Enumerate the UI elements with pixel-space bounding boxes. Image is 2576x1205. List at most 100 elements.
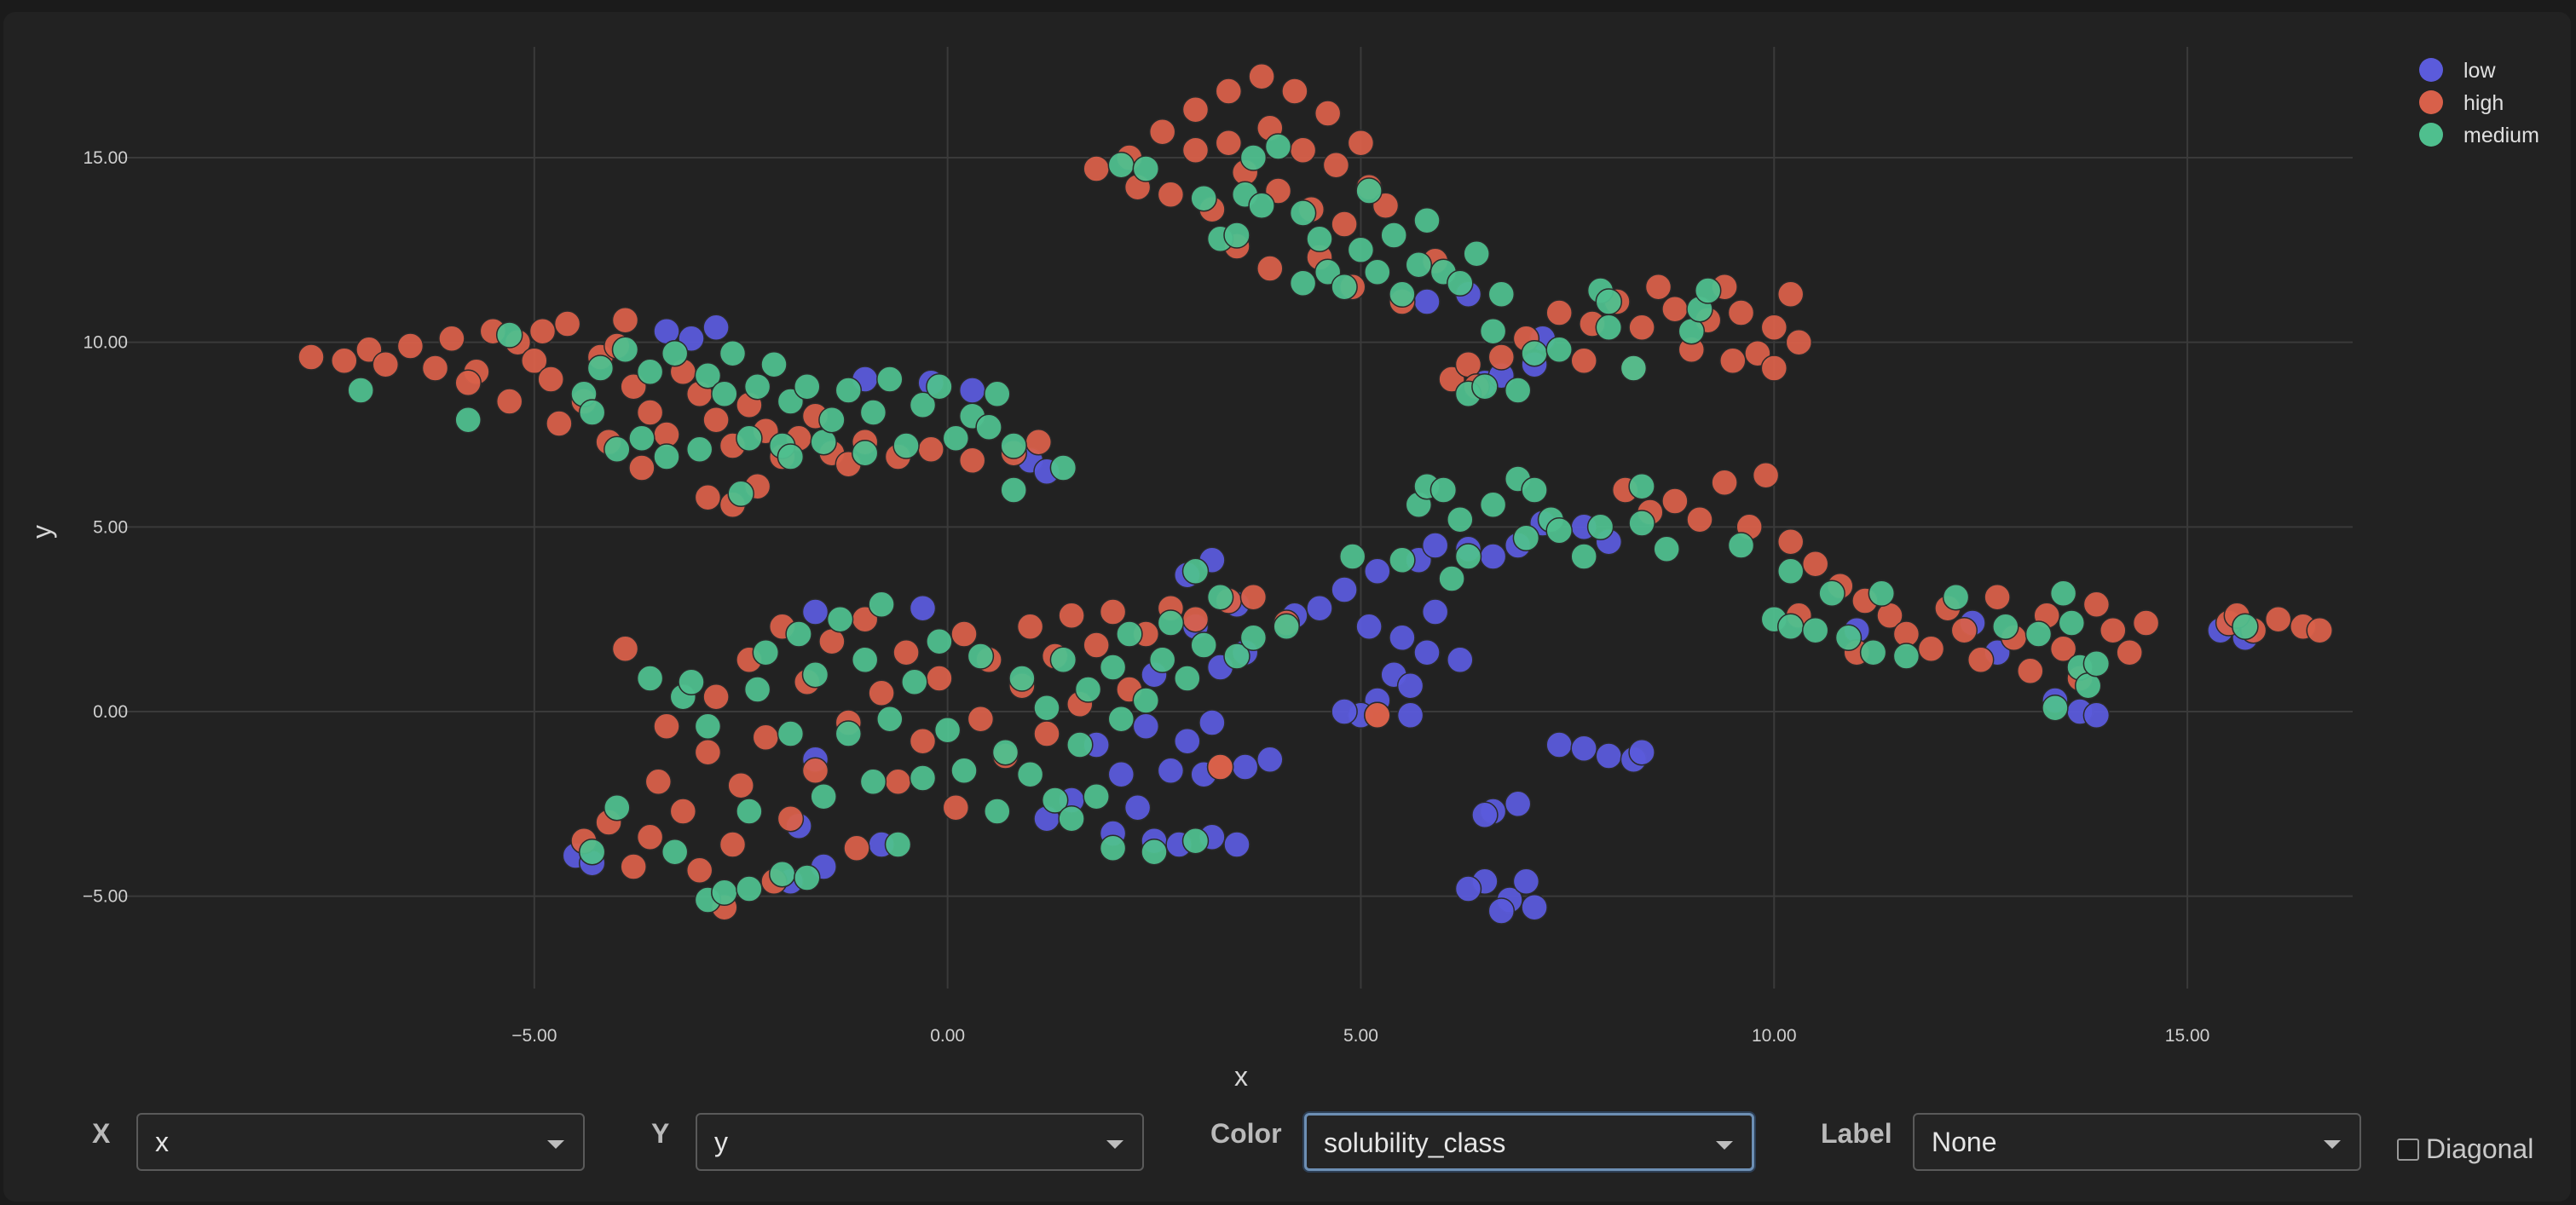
diagonal-toggle[interactable]: Diagonal: [2397, 1133, 2533, 1165]
data-point: [1058, 804, 1085, 833]
data-point: [1215, 129, 1243, 157]
data-point: [372, 350, 400, 378]
data-point: [876, 705, 904, 733]
data-point: [1338, 543, 1366, 570]
data-point: [1545, 516, 1573, 545]
data-point: [604, 435, 631, 464]
label-select[interactable]: None: [1913, 1113, 2361, 1171]
data-point: [495, 321, 523, 349]
data-point: [1628, 738, 1655, 766]
y-tick-label: −5.00: [83, 887, 128, 907]
data-point: [719, 831, 747, 858]
color-select-value: solubility_class: [1324, 1127, 1506, 1158]
color-select[interactable]: solubility_class: [1304, 1113, 1754, 1171]
data-point: [1239, 624, 1268, 652]
data-point: [801, 757, 829, 785]
y-select[interactable]: y: [696, 1113, 1144, 1171]
data-point: [1132, 687, 1160, 714]
data-point: [611, 306, 639, 334]
x-select-value: x: [155, 1127, 169, 1157]
data-point: [1223, 222, 1250, 249]
x-tick-label: 10.00: [1752, 1026, 1797, 1046]
data-point: [1504, 377, 1532, 404]
data-point: [1628, 472, 1655, 500]
data-point: [851, 439, 879, 467]
data-point: [1331, 210, 1358, 238]
data-point: [454, 369, 482, 397]
data-point: [1992, 613, 2019, 641]
data-point: [1586, 513, 1614, 541]
data-point: [752, 638, 780, 666]
data-point: [991, 738, 1019, 766]
data-point: [1454, 543, 1482, 570]
data-point: [702, 406, 730, 434]
data-point: [1066, 731, 1094, 758]
data-point: [2306, 616, 2333, 644]
data-point: [1686, 505, 1713, 533]
y-select-label: Y: [651, 1118, 670, 1149]
data-point: [1727, 532, 1755, 559]
data-point: [1396, 672, 1424, 700]
data-point: [2232, 613, 2259, 641]
x-tick-label: 15.00: [2165, 1026, 2210, 1046]
data-point: [1049, 454, 1077, 481]
data-point: [611, 336, 639, 364]
data-point: [1347, 129, 1375, 157]
diagonal-label: Diagonal: [2426, 1133, 2534, 1164]
color-select-label: Color: [1210, 1118, 1282, 1149]
data-point: [859, 399, 887, 426]
data-point: [892, 432, 920, 459]
data-point: [2058, 609, 2086, 637]
data-point: [1157, 181, 1185, 209]
legend-marker: [2419, 90, 2443, 114]
data-point: [661, 339, 689, 367]
x-select-label: X: [92, 1118, 111, 1149]
data-point: [1074, 676, 1102, 703]
data-point: [553, 310, 581, 337]
scatter-plot[interactable]: −5.00 0.00 5.00 10.00 15.00 −5.00 0.00 5.00 10.0…: [0, 0, 2576, 1091]
data-point: [1504, 790, 1532, 818]
data-point: [1421, 532, 1449, 559]
data-point: [1331, 576, 1358, 603]
data-point: [2082, 649, 2111, 677]
data-point: [711, 879, 738, 907]
data-point: [794, 864, 821, 891]
data-point: [1447, 646, 1474, 674]
data-point: [760, 350, 788, 378]
data-point: [1512, 524, 1540, 552]
data-point: [1157, 609, 1185, 637]
data-point: [636, 358, 664, 386]
data-point: [1364, 557, 1391, 585]
data-point: [1141, 838, 1168, 866]
data-point: [1595, 314, 1623, 342]
data-point: [528, 317, 557, 345]
data-point: [546, 410, 573, 437]
data-point: [752, 724, 780, 752]
scatter-points: [297, 62, 2333, 925]
legend: low high medium: [2419, 58, 2539, 147]
data-point: [1628, 510, 1655, 537]
data-point: [1545, 299, 1573, 326]
data-point: [1868, 579, 1896, 608]
x-select[interactable]: x: [136, 1113, 585, 1171]
data-point: [1661, 295, 1689, 323]
data-point: [1107, 151, 1135, 179]
legend-marker: [2419, 58, 2443, 82]
data-point: [694, 712, 722, 741]
chevron-down-icon: [2324, 1140, 2341, 1149]
data-point: [685, 856, 713, 885]
data-point: [1174, 665, 1201, 692]
data-point: [736, 798, 763, 825]
legend-label: high: [2463, 91, 2504, 115]
chevron-down-icon: [1106, 1140, 1123, 1149]
diagonal-checkbox[interactable]: [2397, 1138, 2419, 1161]
data-point: [2116, 638, 2143, 666]
data-point: [1058, 602, 1085, 630]
data-point: [1331, 273, 1358, 301]
data-point: [1760, 314, 1788, 342]
data-point: [975, 413, 1002, 441]
data-point: [1454, 875, 1482, 902]
data-point: [958, 447, 986, 475]
data-point: [1776, 280, 1805, 308]
data-point: [1479, 491, 1507, 519]
